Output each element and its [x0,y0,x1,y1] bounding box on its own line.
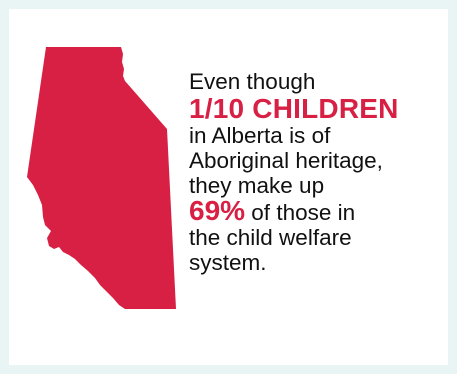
text-line-5: they make up [189,173,325,198]
text-line-6-rest: of those in [245,200,356,225]
text-line-3: in Alberta is of [189,123,331,148]
text-line-4: Aboriginal heritage, [189,148,383,173]
text-line-8: system. [189,250,267,275]
text-line-1: Even though [189,69,316,94]
text-line-6: 69% of those in [189,195,449,226]
highlight-percentage: 69% [189,195,246,226]
highlight-children: 1/10 CHILDREN [189,93,399,124]
alberta-map-icon [27,47,176,309]
statistic-text: Even though 1/10 CHILDREN in Alberta is … [189,69,449,275]
alberta-shape [27,47,176,309]
text-line-7: the child welfare [189,225,352,250]
infographic-card: Even though 1/10 CHILDREN in Alberta is … [9,9,448,365]
